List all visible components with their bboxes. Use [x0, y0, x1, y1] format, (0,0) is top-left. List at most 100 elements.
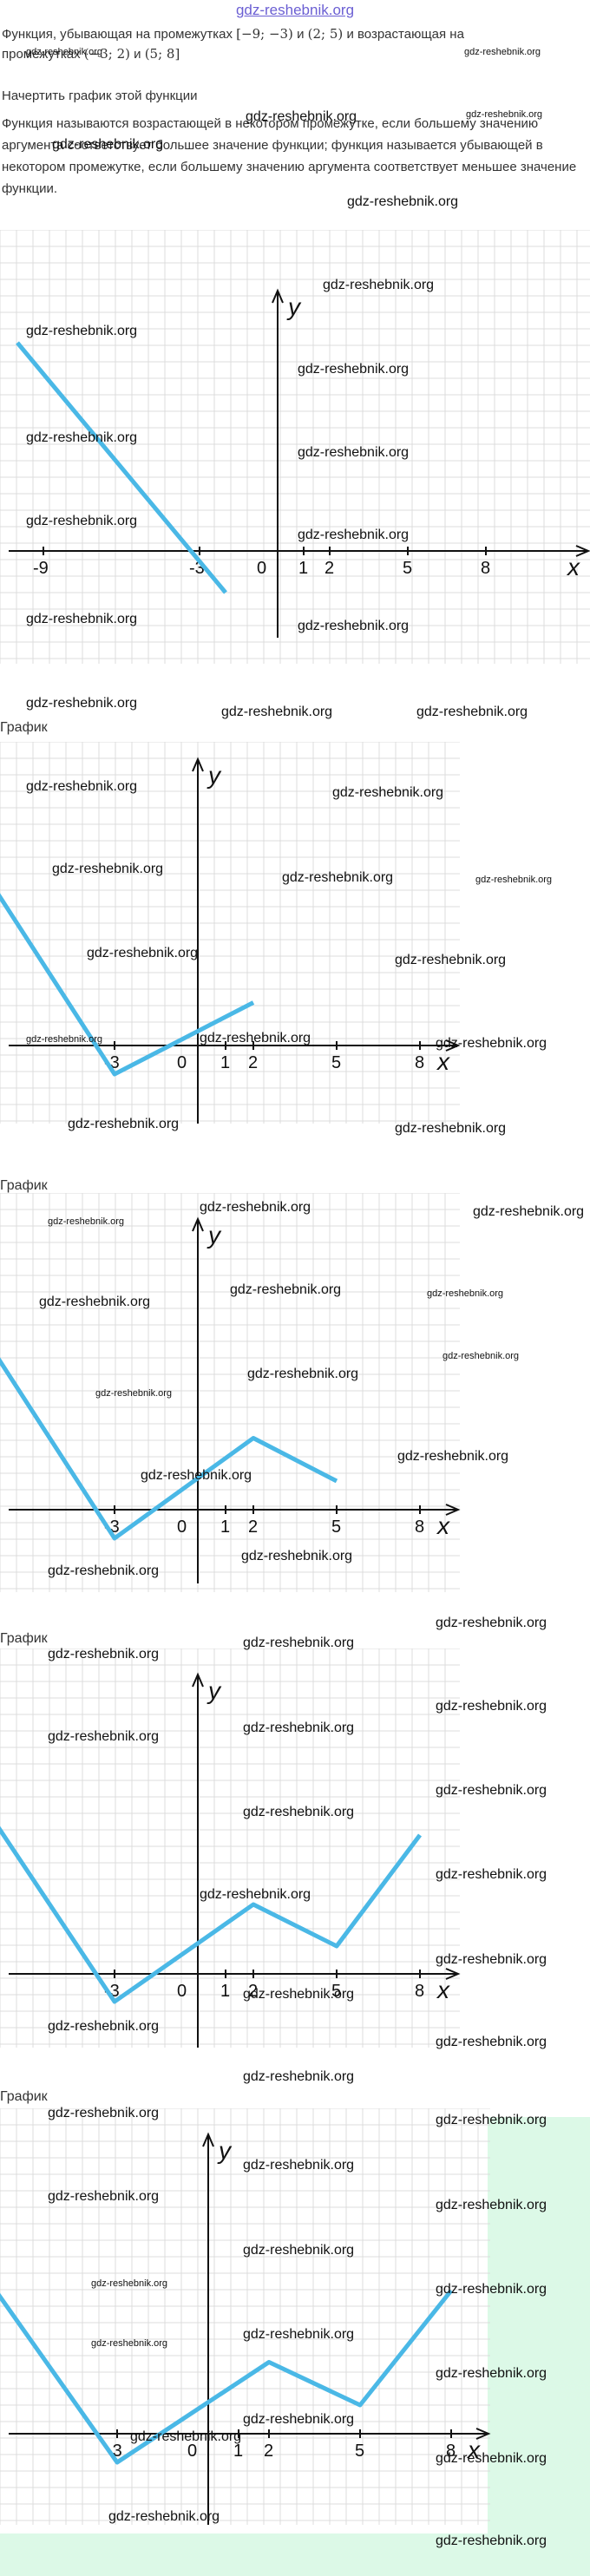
y-axis-label: y: [206, 762, 222, 789]
watermark: gdz-reshebnik.org: [243, 1635, 355, 1650]
watermark: gdz-reshebnik.org: [91, 2278, 168, 2289]
watermark: gdz-reshebnik.org: [48, 2106, 160, 2120]
problem-line2-and: и: [134, 47, 141, 62]
watermark: gdz-reshebnik.org: [436, 2113, 547, 2127]
x-tick-label: 1: [220, 1517, 230, 1537]
watermark: gdz-reshebnik.org: [464, 47, 541, 57]
problem-line1-pre: Функция, убывающая на промежутках: [2, 27, 233, 42]
watermark: gdz-reshebnik.org: [436, 1616, 547, 1630]
origin-label: 0: [257, 559, 266, 578]
watermark: gdz-reshebnik.org: [473, 1204, 585, 1219]
origin-label: 0: [177, 1517, 187, 1537]
x-tick-label: -3: [104, 1982, 120, 2001]
watermark: gdz-reshebnik.org: [243, 1987, 355, 2002]
graph-caption: График: [0, 1178, 48, 1193]
green-panel: [488, 2117, 590, 2576]
interval-2: (2; 5): [307, 26, 344, 42]
y-axis-label: y: [206, 1677, 222, 1704]
watermark: gdz-reshebnik.org: [298, 619, 410, 633]
watermark: gdz-reshebnik.org: [26, 47, 103, 57]
x-tick-label: 1: [298, 559, 308, 578]
watermark: gdz-reshebnik.org: [395, 953, 507, 967]
x-tick-label: 8: [415, 1053, 424, 1072]
watermark: gdz-reshebnik.org: [48, 1563, 160, 1578]
x-tick-label: 5: [331, 1517, 341, 1537]
definition-text: Функция называются возрастающей в некото…: [2, 116, 577, 196]
x-tick-label: 1: [233, 2442, 243, 2461]
task-text: Начертить график этой функции: [2, 88, 198, 103]
y-axis-arrow: [192, 757, 204, 772]
function-graph-line: [16, 341, 227, 594]
problem-line1-and: и: [297, 27, 305, 42]
watermark: gdz-reshebnik.org: [243, 1721, 355, 1735]
function-graph-line: [0, 893, 255, 1077]
watermark: gdz-reshebnik.org: [26, 324, 138, 338]
watermark: gdz-reshebnik.org: [243, 2327, 355, 2342]
watermark: gdz-reshebnik.org: [91, 2338, 168, 2349]
x-tick-label: 8: [446, 2442, 456, 2461]
y-axis-arrow: [202, 2132, 214, 2147]
watermark: gdz-reshebnik.org: [436, 2533, 547, 2548]
watermark: gdz-reshebnik.org: [39, 1295, 151, 1309]
watermark: gdz-reshebnik.org: [52, 137, 164, 152]
site-link[interactable]: gdz-reshebnik.org: [235, 2, 355, 18]
interval-1: [−9; −3): [236, 26, 293, 42]
watermark: gdz-reshebnik.org: [52, 862, 164, 876]
x-tick-label: 8: [481, 559, 490, 578]
origin-label: 0: [177, 1982, 187, 2001]
watermark: gdz-reshebnik.org: [475, 875, 553, 885]
y-axis-label: y: [217, 2137, 233, 2164]
x-axis-arrow: [445, 1504, 461, 1516]
watermark: gdz-reshebnik.org: [298, 445, 410, 460]
watermark: gdz-reshebnik.org: [48, 1216, 125, 1227]
watermark: gdz-reshebnik.org: [48, 1729, 160, 1744]
watermark: gdz-reshebnik.org: [436, 2198, 547, 2212]
watermark: gdz-reshebnik.org: [26, 779, 138, 794]
problem-line1-post: и возрастающая на: [346, 27, 464, 42]
graph-1-svg: xy0-9 -3 1 2 5 8: [0, 230, 590, 664]
watermark: gdz-reshebnik.org: [436, 2366, 547, 2381]
y-axis-arrow: [272, 288, 284, 304]
origin-label: 0: [177, 1053, 187, 1072]
watermark: gdz-reshebnik.org: [87, 946, 199, 960]
watermark: gdz-reshebnik.org: [243, 2243, 355, 2258]
x-tick-label: 2: [264, 2442, 273, 2461]
watermark: gdz-reshebnik.org: [436, 1783, 547, 1798]
x-axis-arrow: [575, 545, 590, 557]
watermark: gdz-reshebnik.org: [26, 696, 138, 711]
x-tick-label: 8: [415, 1517, 424, 1537]
graph-caption: График: [0, 720, 48, 735]
green-panel: [0, 2533, 590, 2576]
graph-caption: График: [0, 2089, 48, 2104]
watermark: gdz-reshebnik.org: [436, 2451, 547, 2466]
problem-line2-pre: промежутках: [2, 47, 81, 62]
watermark: gdz-reshebnik.org: [68, 1117, 180, 1131]
x-axis-arrow: [475, 2428, 491, 2440]
x-tick-label: 5: [355, 2442, 364, 2461]
watermark: gdz-reshebnik.org: [108, 2509, 220, 2524]
watermark: gdz-reshebnik.org: [243, 2069, 355, 2084]
watermark: gdz-reshebnik.org: [395, 1121, 507, 1136]
watermark: gdz-reshebnik.org: [347, 194, 459, 209]
y-axis-label: y: [206, 1222, 222, 1249]
watermark: gdz-reshebnik.org: [200, 1887, 311, 1902]
watermark: gdz-reshebnik.org: [243, 2412, 355, 2427]
watermark: gdz-reshebnik.org: [221, 705, 333, 719]
function-graph-line: [0, 1357, 338, 1541]
x-axis-arrow: [445, 1968, 461, 1980]
x-axis-label: x: [566, 554, 580, 580]
x-tick-label: -9: [33, 559, 49, 578]
watermark: gdz-reshebnik.org: [243, 2158, 355, 2173]
x-tick-label: 2: [248, 1982, 258, 2001]
watermark: gdz-reshebnik.org: [436, 1699, 547, 1714]
y-axis-arrow: [192, 1216, 204, 1232]
function-graph-line: [0, 1825, 422, 2004]
watermark: gdz-reshebnik.org: [298, 528, 410, 542]
